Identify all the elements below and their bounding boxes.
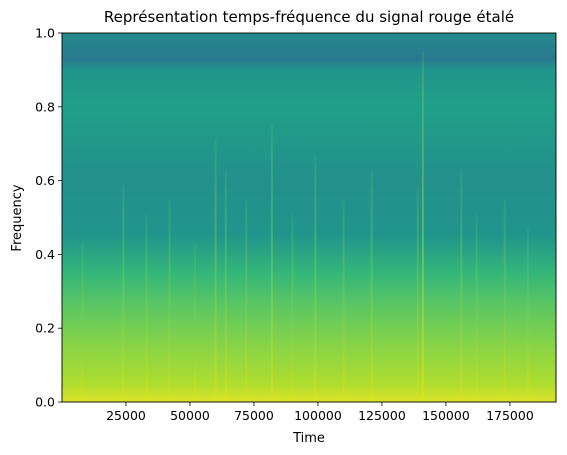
plot-area <box>62 33 556 402</box>
transient-line-14 <box>421 51 424 402</box>
transient-line-11 <box>342 199 345 402</box>
y-axis-label: Frequency <box>10 184 25 251</box>
chart-title: Représentation temps-fréquence du signal… <box>104 8 514 26</box>
x-tick-label: 150000 <box>422 408 470 423</box>
x-axis-ticks: 25000 50000 75000 100000 125000 150000 175000 <box>106 402 534 423</box>
y-axis-ticks: 0.0 0.2 0.4 0.6 0.8 1.0 <box>35 26 62 410</box>
x-tick-label: 75000 <box>234 408 274 423</box>
transient-line-0 <box>81 243 84 402</box>
transient-line-15 <box>460 169 463 402</box>
y-tick-label: 1.0 <box>35 26 55 41</box>
transient-line-8 <box>270 125 273 402</box>
transient-lines <box>81 51 529 402</box>
transient-line-2 <box>145 213 148 402</box>
y-tick-label: 0.4 <box>35 247 55 262</box>
x-tick-label: 25000 <box>106 408 146 423</box>
y-tick-label: 0.2 <box>35 321 55 336</box>
transient-line-4 <box>194 243 197 402</box>
y-tick-label: 0.8 <box>35 99 55 114</box>
y-tick-label: 0.0 <box>35 395 55 410</box>
transient-line-17 <box>503 199 506 402</box>
transient-line-3 <box>168 199 171 402</box>
x-tick-label: 125000 <box>358 408 406 423</box>
transient-line-9 <box>291 213 294 402</box>
transient-line-10 <box>314 154 317 402</box>
x-tick-label: 175000 <box>486 408 534 423</box>
transient-line-7 <box>245 199 248 402</box>
transient-line-6 <box>224 169 227 402</box>
transient-line-1 <box>122 184 125 402</box>
transient-line-12 <box>370 169 373 402</box>
x-tick-label: 50000 <box>170 408 210 423</box>
transient-line-18 <box>526 228 529 402</box>
transient-line-16 <box>475 213 478 402</box>
y-tick-label: 0.6 <box>35 173 55 188</box>
spectrogram-background <box>62 33 556 402</box>
plot-frame <box>61 32 557 403</box>
transient-line-13 <box>416 184 419 402</box>
x-tick-label: 100000 <box>294 408 342 423</box>
x-axis-label: Time <box>292 431 325 446</box>
transient-line-5 <box>214 140 217 402</box>
